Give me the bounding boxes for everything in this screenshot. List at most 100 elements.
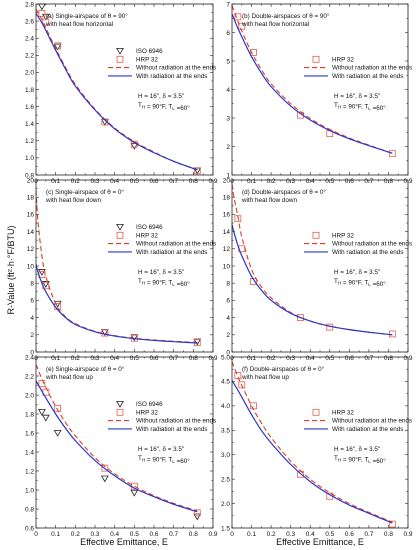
panel-e-annotation: (e) Single-airspace of θ = 0°: [46, 365, 125, 373]
panel-c-legend-iso-6946-swatch: [116, 223, 124, 231]
panel-a-legend-with-radiation-at-the-ends-label: With radiation at the ends: [136, 73, 207, 80]
panel-c-ytick-label: 16: [27, 212, 35, 219]
panel-b-legend-hrp-32-swatch: [312, 55, 320, 63]
panel-f-ytick-label: 3.5: [221, 428, 230, 435]
panel-e-xtick-label: 0: [34, 531, 38, 538]
panel-d: 00.10.20.30.40.50.60.70.80.9024681012141…: [223, 177, 413, 362]
panel-e-series-hrp-32-point: [38, 380, 46, 388]
panel-f-xtick-label: 0.3: [286, 531, 295, 538]
panel-e-xtick-label: 0.6: [149, 531, 158, 538]
panel-d-annotation: with heat flow down: [241, 197, 297, 204]
panel-d-ytick-label: 8: [226, 281, 230, 288]
panel-e-ytick-label: 1.6: [25, 430, 34, 437]
panel-e-xtick-label: 0.9: [208, 531, 217, 538]
panel-a-legend-hrp-32-swatch: [116, 55, 124, 63]
panel-f-condition-line-1: H = 16", δ = 3.5": [334, 446, 380, 453]
panel-e-ytick-label: 2.0: [25, 392, 34, 399]
panel-c: 00.10.20.30.40.50.60.70.80.9024681012141…: [27, 177, 218, 362]
panel-e-ytick-label: 0.8: [25, 506, 34, 513]
panel-a-legend-iso-6946-swatch: [116, 48, 124, 55]
panel-a-frame: [35, 3, 214, 176]
panel-c-legend-without-radiation-at-the-ends-label: Without radiation at the ends: [136, 241, 216, 248]
panel-b-series-with-radiation-at-the-ends-line: [232, 13, 393, 154]
panel-d-condition-line-2: TH = 90°F, TL =60°: [334, 278, 386, 288]
panel-f-legend-without-radiation-at-the-ends-label: Without radiation at the ends: [332, 418, 412, 425]
panel-f-series-hrp-32-point: [234, 372, 242, 379]
panel-e-condition-line-2: TH = 90°F, TL =60°: [138, 455, 190, 465]
panel-f-annotation: (f) Double-airspaces of θ = 0°: [242, 365, 325, 373]
panel-a-series-iso-6946-point: [53, 43, 62, 51]
panel-e-ytick-label: 1.8: [25, 411, 34, 418]
panel-b-ytick-label: 4: [226, 87, 230, 94]
panel-e-ytick-label: 1.2: [25, 468, 34, 475]
panel-c-ytick-label: 6: [30, 298, 34, 305]
panel-d-ytick-label: 18: [223, 195, 231, 202]
panel-e-series-with-radiation-at-the-ends-line: [36, 380, 198, 513]
panel-a-series-iso-6946-point: [193, 167, 202, 175]
panel-e-series-hrp-32-point: [101, 464, 109, 472]
panel-a-ytick-label: 2.2: [25, 53, 34, 60]
panel-a-legend-iso-6946-label: ISO 6946: [136, 48, 163, 55]
panel-f-xtick-label: 0: [230, 531, 234, 538]
panel-b-legend-with-radiation-at-the-ends-label: With radiation at the ends: [332, 73, 403, 80]
panel-d-legend-with-radiation-at-the-ends-label: With radiation at the ends: [332, 249, 403, 256]
panel-d-legend-hrp-32-swatch: [312, 231, 320, 239]
panel-f-xtick-label: 0.1: [247, 531, 256, 538]
panel-f-xtick-label: 0.9: [403, 531, 412, 538]
panel-c-ytick-label: 0: [30, 349, 34, 356]
panel-e-legend-hrp-32-swatch: [116, 408, 124, 416]
panel-a-ytick-label: 1.8: [25, 87, 34, 94]
panel-e-xtick-label: 0.8: [189, 531, 198, 538]
panel-c-ytick-label: 12: [27, 246, 35, 253]
panel-e: 0 0.1 0.2 0.3 0.4 0.5 0.6 0.7 0.8 0.9 0.6 0.8 1.0 1.2…: [25, 354, 218, 538]
panel-b-ytick-label: 2: [226, 144, 230, 151]
panel-f-series-hrp-32-point: [388, 520, 396, 528]
panel-a-series-with-radiation-at-the-ends-line: [36, 13, 198, 171]
panel-d-ytick-label: 12: [223, 246, 231, 253]
panel-b-legend-without-radiation-at-the-ends-label: Without radiation at the ends: [332, 65, 412, 72]
panel-b-ytick-label: 6: [226, 30, 230, 37]
panel-c-series-iso-6946-point: [193, 338, 202, 346]
panel-e-ytick-label: 0.6: [25, 525, 34, 532]
panel-c-legend-hrp-32-label: HRP 32: [136, 232, 158, 239]
panel-b-series-without-radiation-at-the-ends-line: [232, 5, 393, 154]
panel-a-condition-line-1: H = 16", δ = 3.5": [138, 93, 184, 100]
panel-f-series-without-radiation-at-the-ends-line: [232, 361, 393, 523]
panel-d-series-hrp-32-point: [388, 330, 396, 338]
panel-b-annotation: (b) Double-airspaces of θ = 90°: [242, 12, 330, 20]
panel-b-ytick-label: 5: [226, 58, 230, 65]
panel-a-ytick-label: 1.2: [25, 138, 34, 145]
panel-d-ytick-label: 16: [223, 212, 231, 219]
panel-c-condition-line-2: TH = 90°F, TL =60°: [138, 278, 190, 288]
panel-f-legend-hrp-32-swatch: [312, 408, 320, 416]
panel-d-series-with-radiation-at-the-ends-line: [232, 224, 393, 336]
panel-b-frame: [231, 3, 409, 176]
panel-a-series-iso-6946-point: [130, 142, 139, 150]
panel-b-ytick-label: 7: [226, 1, 230, 8]
panel-e-series-iso-6946-point: [41, 414, 50, 422]
panel-a-ytick-label: 1.6: [25, 104, 34, 111]
panel-d-legend-without-radiation-at-the-ends-label: Without radiation at the ends: [332, 241, 412, 248]
panel-e-series-iso-6946-point: [130, 489, 139, 497]
panel-a-condition-line-2: TH = 90°F, TL =60°: [138, 102, 190, 112]
panel-d-series-hrp-32-point: [297, 314, 304, 322]
x-axis-title-right: Effective Emittance, E: [276, 537, 364, 547]
y-axis-title: R-Value (ft²·h·°F/BTU): [6, 226, 16, 315]
panel-f-ytick-label: 5.0: [221, 354, 230, 361]
panel-e-xtick-label: 0.1: [51, 531, 60, 538]
panel-c-series-iso-6946-point: [38, 269, 46, 276]
panel-f-xtick-label: 0.6: [345, 531, 354, 538]
panel-e-xtick-label: 0.3: [90, 531, 99, 538]
panel-e-legend-with-radiation-at-the-ends-label: With radiation at the ends: [136, 426, 207, 433]
panel-c-ytick-label: 2: [30, 332, 34, 339]
panel-f-annotation: with heat flow up: [241, 374, 289, 381]
panel-e-annotation: with heat flow up: [45, 374, 93, 381]
panel-d-ytick-label: 10: [223, 263, 231, 270]
panel-d-ytick-label: 6: [226, 298, 230, 305]
panel-a-ytick-label: 1.4: [25, 121, 34, 128]
panel-e-xtick-label: 0.7: [169, 531, 178, 538]
panel-d-series-without-radiation-at-the-ends-line: [232, 184, 393, 336]
x-axis-title-left: Effective Emittance, E: [80, 537, 168, 547]
panel-c-condition-line-1: H = 16", δ = 3.5": [138, 269, 184, 276]
